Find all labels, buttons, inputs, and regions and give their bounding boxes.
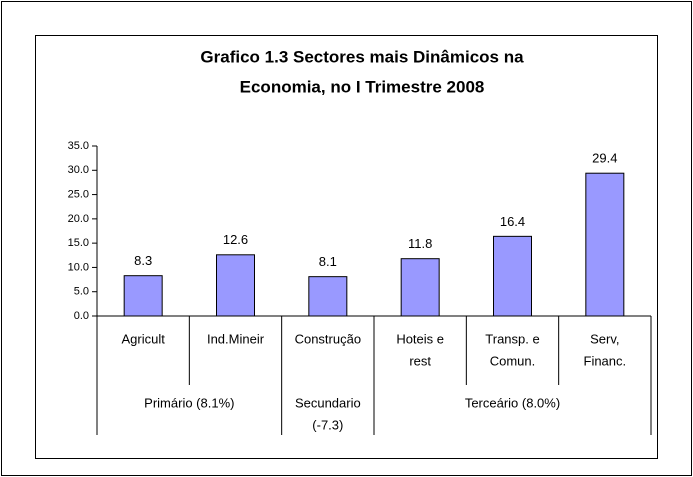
bar [308,276,348,317]
bar [216,254,255,317]
x-tick-label: Agricult [121,331,165,346]
y-tick-label: 30.0 [68,164,89,176]
x-tick-label: Hoteis e [396,331,444,346]
x-tick-label: Comun. [490,353,536,368]
group-label: Primário (8.1%) [144,395,234,410]
chart-title: Grafico 1.3 Sectores mais Dinâmicos na [200,47,524,66]
y-tick-label: 25.0 [68,188,89,200]
y-tick-label: 35.0 [68,140,89,152]
x-tick-label: Transp. e [485,331,539,346]
data-label: 8.1 [319,254,337,269]
data-label: 12.6 [223,232,248,247]
x-tick-label: Construção [295,331,361,346]
data-label: 11.8 [408,236,432,251]
group-label: Terceário (8.0%) [465,395,560,410]
group-label: (-7.3) [312,417,343,432]
bar [400,258,440,317]
bar [585,172,625,317]
x-tick-label: Serv, [590,331,619,346]
data-label: 29.4 [592,151,617,166]
y-tick-label: 15.0 [68,237,89,249]
chart-title: Economia, no I Trimestre 2008 [240,77,485,96]
data-label: 8.3 [134,253,152,268]
x-tick-label: Ind.Mineir [207,331,265,346]
x-tick-label: Financ. [584,353,627,368]
y-tick-label: 5.0 [74,286,89,298]
x-tick-label: rest [409,353,431,368]
chart-frame [35,35,658,459]
group-label: Secundario [295,395,361,410]
y-tick-label: 20.0 [68,213,89,225]
bar [493,235,532,317]
data-label: 16.4 [500,214,525,229]
y-tick-label: 10.0 [68,261,89,273]
bar [123,275,163,317]
y-tick-label: 0.0 [74,310,89,322]
